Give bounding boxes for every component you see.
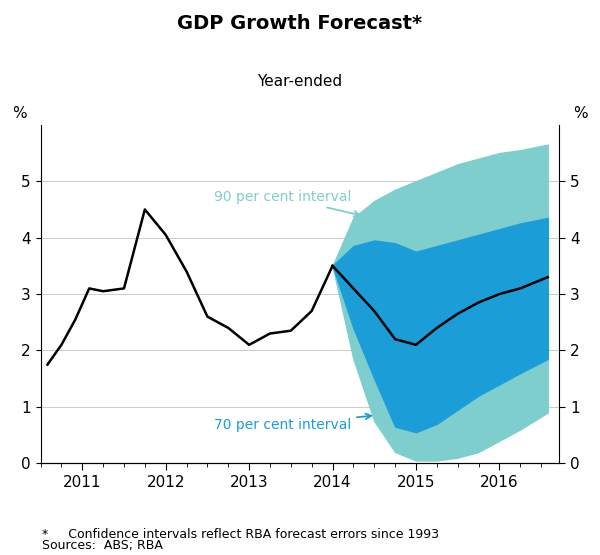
Text: 70 per cent interval: 70 per cent interval bbox=[214, 413, 371, 432]
Title: Year-ended: Year-ended bbox=[257, 74, 343, 89]
Text: *     Confidence intervals reflect RBA forecast errors since 1993: * Confidence intervals reflect RBA forec… bbox=[42, 528, 439, 541]
Text: GDP Growth Forecast*: GDP Growth Forecast* bbox=[178, 14, 422, 33]
Text: %: % bbox=[574, 107, 588, 122]
Text: Sources:  ABS; RBA: Sources: ABS; RBA bbox=[42, 539, 163, 552]
Text: %: % bbox=[12, 107, 26, 122]
Text: 90 per cent interval: 90 per cent interval bbox=[214, 190, 359, 216]
